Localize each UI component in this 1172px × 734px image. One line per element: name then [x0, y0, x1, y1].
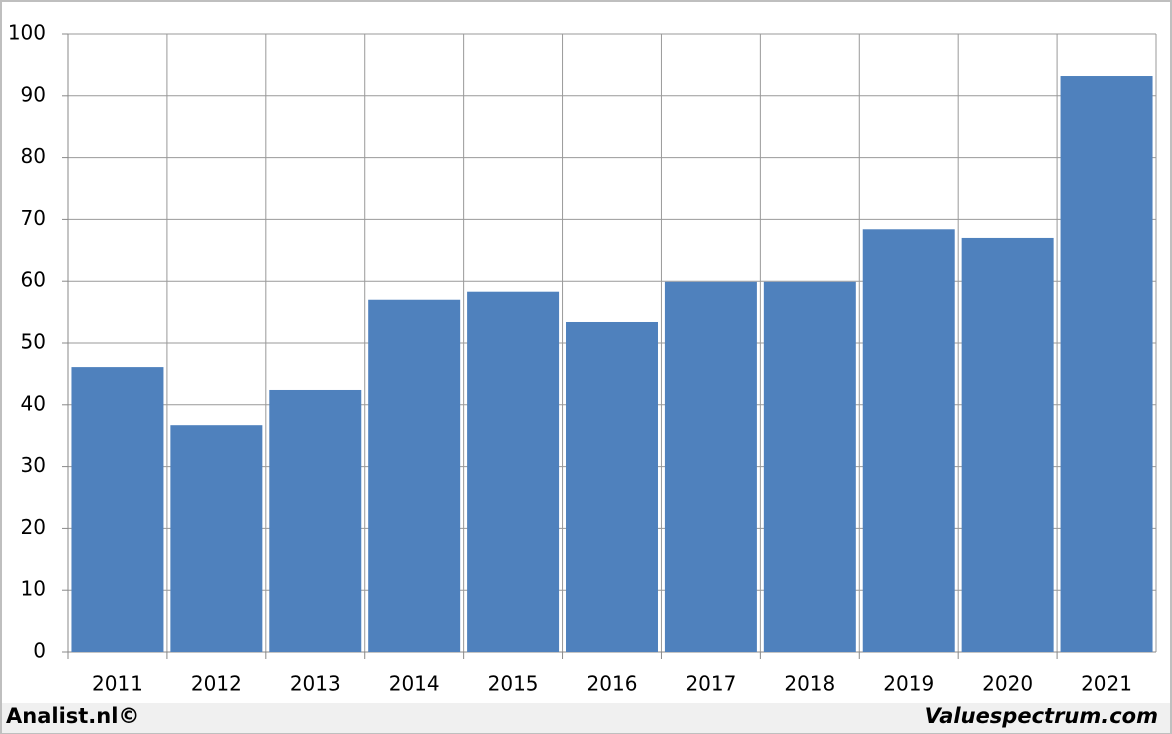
y-tick-label: 100	[8, 21, 46, 45]
x-tick-label: 2017	[685, 672, 736, 696]
y-tick-label: 70	[21, 206, 46, 230]
footer-left: Analist.nl©	[6, 704, 139, 728]
bar	[71, 367, 164, 652]
bar	[1060, 76, 1153, 653]
x-tick-label: 2020	[982, 672, 1033, 696]
y-tick-label: 10	[21, 577, 46, 601]
y-tick-label: 90	[21, 82, 46, 106]
bar	[763, 281, 856, 652]
y-tick-label: 50	[21, 330, 46, 354]
x-tick-label: 2013	[290, 672, 341, 696]
x-tick-label: 2016	[587, 672, 638, 696]
bar	[664, 281, 757, 652]
bar	[467, 291, 560, 652]
x-tick-label: 2012	[191, 672, 242, 696]
x-tick-label: 2011	[92, 672, 143, 696]
footer-right: Valuespectrum.com	[925, 704, 1158, 728]
x-tick-label: 2021	[1081, 672, 1132, 696]
y-tick-label: 40	[21, 391, 46, 415]
y-tick-label: 20	[21, 515, 46, 539]
x-tick-label: 2014	[389, 672, 440, 696]
bar	[269, 389, 362, 652]
x-tick-label: 2015	[488, 672, 539, 696]
y-tick-label: 60	[21, 268, 46, 292]
y-tick-label: 30	[21, 453, 46, 477]
bar	[862, 229, 955, 652]
footer-band	[2, 703, 1170, 733]
bar	[170, 425, 263, 652]
x-tick-label: 2018	[784, 672, 835, 696]
x-tick-label: 2019	[883, 672, 934, 696]
y-tick-label: 80	[21, 144, 46, 168]
bar	[566, 321, 658, 652]
y-tick-label: 0	[33, 639, 46, 663]
bar	[961, 237, 1054, 652]
bar	[368, 299, 461, 652]
